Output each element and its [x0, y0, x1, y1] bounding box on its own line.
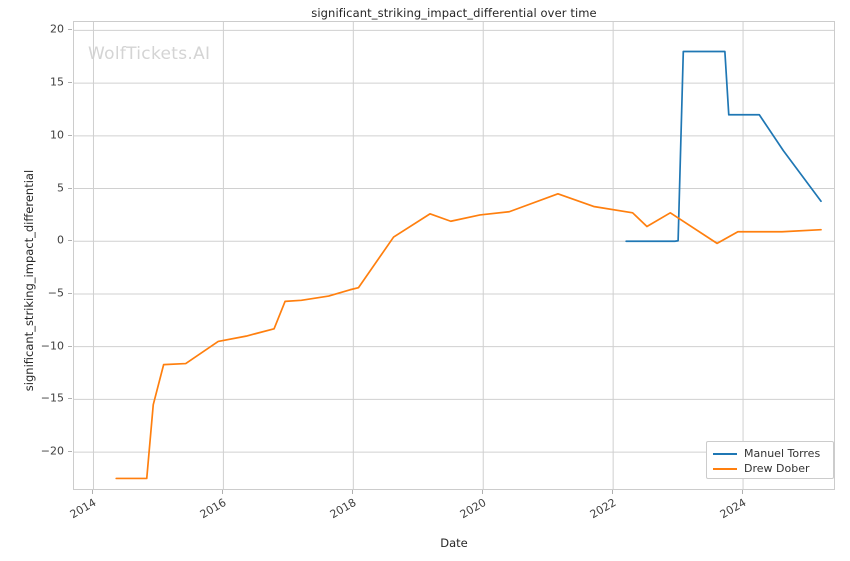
- y-axis-label: significant_striking_impact_differential: [22, 169, 36, 392]
- legend-label-1: Drew Dober: [744, 462, 810, 475]
- y-tick-mark: [68, 398, 72, 400]
- x-tick-label: 2020: [457, 496, 489, 522]
- y-tick-mark: [68, 82, 72, 84]
- chart-legend: Manuel Torres Drew Dober: [706, 441, 834, 479]
- x-tick-label: 2018: [328, 496, 359, 522]
- x-tick-label: 2022: [587, 496, 619, 522]
- legend-swatch-line-icon: [713, 452, 737, 455]
- x-tick-mark: [612, 490, 614, 494]
- x-tick-label: 2016: [198, 496, 229, 522]
- y-tick-mark: [68, 451, 72, 453]
- legend-swatch-line-icon: [713, 467, 737, 470]
- chart-title: significant_striking_impact_differential…: [311, 6, 597, 20]
- legend-item-0: Manuel Torres: [713, 446, 820, 461]
- watermark: WolfTickets.AI: [88, 44, 211, 64]
- x-axis-label: Date: [440, 536, 468, 550]
- x-tick-mark: [92, 490, 94, 494]
- x-tick-label: 2014: [68, 496, 99, 522]
- x-tick-mark: [352, 490, 354, 494]
- legend-label-0: Manuel Torres: [744, 447, 821, 460]
- y-tick-mark: [68, 29, 72, 31]
- legend-item-1: Drew Dober: [713, 461, 809, 476]
- y-tick-mark: [68, 240, 72, 242]
- y-tick-mark: [68, 187, 72, 189]
- x-tick-mark: [742, 490, 744, 494]
- y-tick-mark: [68, 292, 72, 294]
- x-tick-mark: [482, 490, 484, 494]
- y-tick-mark: [68, 345, 72, 347]
- y-tick-mark: [68, 134, 72, 136]
- x-tick-label: 2024: [717, 496, 749, 522]
- x-tick-mark: [222, 490, 224, 494]
- plot-area: WolfTickets.AI: [73, 21, 835, 490]
- plot-svg: [74, 22, 834, 489]
